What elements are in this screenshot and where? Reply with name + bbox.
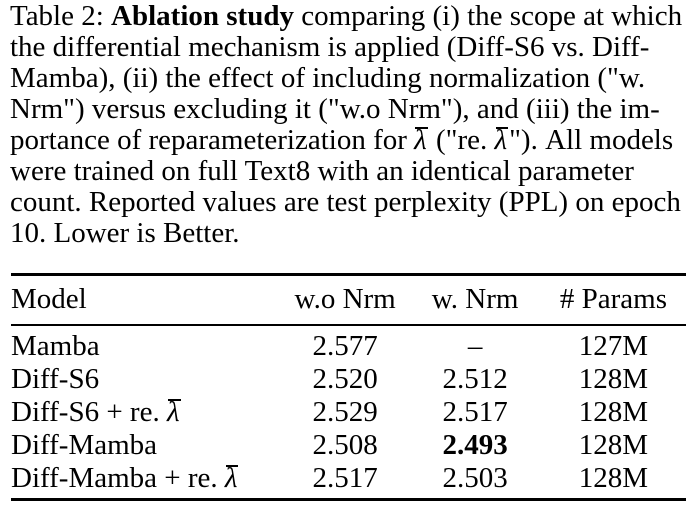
lambda-bar-symbol: λ [166, 396, 180, 428]
cell-wo-nrm: 2.577 [312, 330, 378, 362]
cell-model: Diff-Mamba [11, 429, 158, 461]
table-header-row: Model w.o Nrm w. Nrm # Params [11, 274, 686, 326]
table-row: Mamba 2.577 – 127M [11, 325, 686, 363]
ablation-table: Model w.o Nrm w. Nrm # Params Mamba 2.57… [11, 273, 686, 501]
column-header-w-nrm: w. Nrm [409, 274, 541, 326]
cell-w-nrm: 2.512 [442, 363, 508, 395]
caption-line-7: count. Reported values are test perplexi… [10, 186, 681, 218]
caption-line-6: were trained on full Text8 with an ident… [10, 155, 634, 187]
cell-wo-nrm: 2.520 [312, 363, 378, 395]
column-header-params: # Params [540, 274, 686, 326]
cell-wo-nrm: 2.529 [312, 396, 378, 428]
page-container: Table 2: Ablation study comparing (i) th… [0, 1, 697, 501]
cell-w-nrm: – [467, 330, 483, 362]
cell-params: 127M [578, 330, 649, 362]
table-row: Diff-Mamba 2.508 2.493 128M [11, 429, 686, 462]
caption-table-label: Table 2: [10, 0, 112, 32]
caption-segment: "). All models [509, 124, 674, 156]
caption-segment: ("re. [428, 124, 495, 156]
cell-wo-nrm: 2.517 [312, 462, 378, 494]
table-row: Diff-S6 + re. λ 2.529 2.517 128M [11, 396, 686, 429]
cell-model: Diff-S6 + re. λ [11, 396, 281, 429]
table-row: Diff-Mamba + re. λ 2.517 2.503 128M [11, 462, 686, 500]
caption-line-3: Mamba), (ii) the effect of including nor… [10, 62, 646, 94]
caption-line-5: portance of reparameterization for λ ("r… [10, 124, 673, 156]
best-ppl-value: 2.493 [442, 429, 508, 461]
table-caption: Table 2: Ablation study comparing (i) th… [10, 1, 689, 249]
caption-line-4: Nrm") versus excluding it ("w.o Nrm"), a… [10, 93, 660, 125]
cell-params: 128M [578, 462, 649, 494]
caption-segment: portance of reparameterization for [10, 124, 415, 156]
cell-w-nrm: 2.503 [442, 462, 508, 494]
lambda-bar-symbol: λ [224, 462, 238, 494]
caption-line-8: 10. Lower is Better. [10, 217, 240, 249]
caption-bold-title: Ablation study [111, 0, 294, 32]
table-row: Diff-S6 2.520 2.512 128M [11, 363, 686, 396]
lambda-bar-symbol: λ [414, 124, 427, 156]
cell-w-nrm: 2.493 [409, 429, 541, 462]
cell-model: Diff-S6 [11, 363, 100, 395]
cell-model: Diff-Mamba + re. λ [11, 462, 281, 500]
lambda-bar-symbol: λ [494, 124, 508, 156]
cell-model: Mamba [11, 330, 100, 362]
cell-w-nrm: 2.517 [442, 396, 508, 428]
caption-line-2: the differential mechanism is applied (D… [10, 31, 650, 63]
column-header-model: Model [11, 274, 281, 326]
cell-params: 128M [578, 396, 649, 428]
column-header-wo-nrm: w.o Nrm [281, 274, 410, 326]
cell-params: 128M [578, 429, 649, 461]
model-name-text: Diff-Mamba + re. [11, 462, 225, 494]
cell-params: 128M [578, 363, 649, 395]
model-name-text: Diff-S6 + re. [11, 396, 167, 428]
cell-wo-nrm: 2.508 [312, 429, 378, 461]
caption-line-1: Table 2: Ablation study comparing (i) th… [10, 0, 682, 32]
caption-segment: comparing (i) the scope at which [293, 0, 683, 32]
